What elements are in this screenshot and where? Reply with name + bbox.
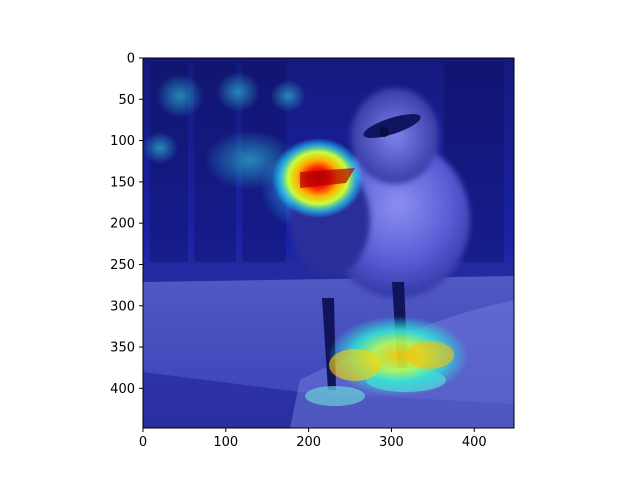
y-tick-label: 400 <box>110 382 135 397</box>
y-tick-label: 50 <box>118 93 135 108</box>
y-tick-label: 0 <box>127 52 135 67</box>
x-tick-label: 300 <box>379 435 404 450</box>
y-tick-label: 100 <box>110 134 135 149</box>
x-tick-label: 0 <box>139 435 147 450</box>
y-tick-label: 200 <box>110 217 135 232</box>
axes-frame <box>142 57 515 429</box>
x-tick-label: 200 <box>296 435 321 450</box>
x-axis: 0 100 200 300 400 <box>139 428 487 450</box>
y-tick-label: 300 <box>110 299 135 314</box>
y-tick-label: 250 <box>110 258 135 273</box>
x-tick-label: 100 <box>213 435 238 450</box>
x-tick-label: 400 <box>462 435 487 450</box>
heatmap-image <box>143 58 514 428</box>
y-tick-label: 350 <box>110 341 135 356</box>
y-axis: 0 50 100 150 200 250 300 350 400 <box>110 52 143 397</box>
y-tick-label: 150 <box>110 175 135 190</box>
